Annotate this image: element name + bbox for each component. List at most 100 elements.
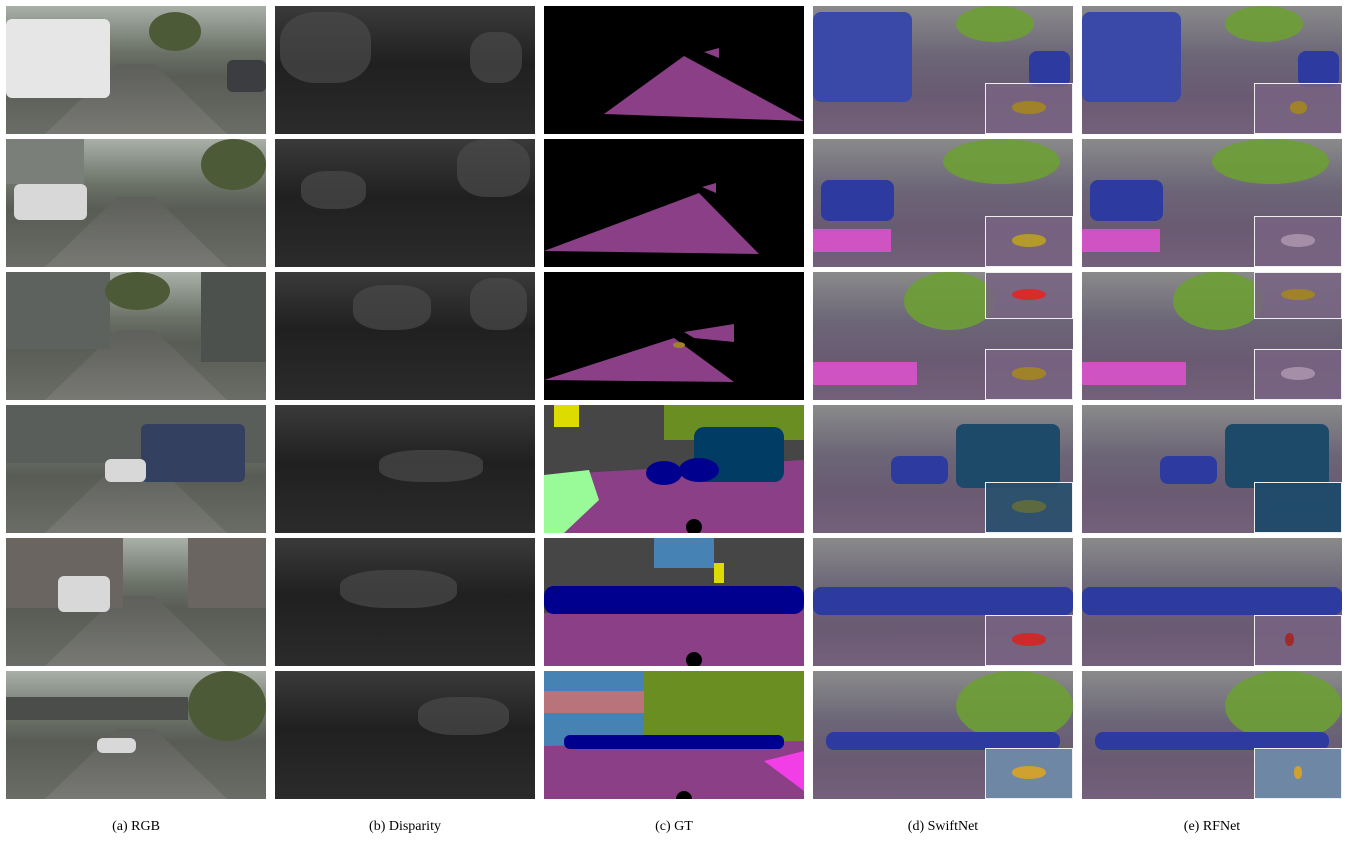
zoom-inset (985, 482, 1073, 533)
van (6, 18, 110, 99)
caption-disparity: (b) Disparity (369, 819, 441, 834)
gt-image-row6 (544, 671, 804, 799)
car (97, 737, 136, 753)
car-overlay (1095, 732, 1329, 751)
rfnet-image-row2 (1082, 139, 1342, 267)
car-overlay (1028, 50, 1071, 87)
swiftnet-image-row2 (813, 139, 1073, 267)
disparity-image-row6 (275, 671, 535, 799)
gt-image-row5 (544, 538, 804, 666)
caption-rgb: (a) RGB (112, 819, 160, 834)
gt-image-row2 (544, 139, 804, 267)
disparity-blob (379, 449, 483, 482)
swiftnet-image-row3 (813, 272, 1073, 400)
tree (149, 12, 201, 51)
sidewalk-overlay (813, 361, 917, 385)
rgb-image-row4 (6, 405, 266, 533)
van-overlay (813, 12, 912, 102)
sidewalk-overlay (1082, 228, 1160, 252)
vegetation-overlay (1225, 6, 1303, 42)
disparity-image-row5 (275, 538, 535, 666)
tree (201, 139, 266, 191)
rfnet-image-row3 (1082, 272, 1342, 400)
zoom-inset (985, 349, 1073, 400)
gt-image-row3 (544, 272, 804, 400)
disparity-blob (340, 570, 457, 609)
zoom-inset (985, 748, 1073, 799)
rgb-image-row6 (6, 671, 266, 799)
vegetation-overlay (904, 272, 995, 330)
zoom-inset (985, 216, 1073, 267)
building (6, 139, 84, 184)
car-overlay (891, 456, 949, 485)
rfnet-image-row1 (1082, 6, 1342, 134)
car-overlay (1089, 179, 1163, 221)
captions-row: (a) RGB (b) Disparity (c) GT (d) SwiftNe… (6, 816, 1341, 838)
swiftnet-image-row1 (813, 6, 1073, 134)
car-overlay (813, 586, 1073, 615)
car (104, 458, 147, 482)
disparity-image-row3 (275, 272, 535, 400)
rfnet-image-row5 (1082, 538, 1342, 666)
vegetation-overlay (1173, 272, 1264, 330)
zoom-inset (1254, 272, 1342, 319)
rfnet-image-row4 (1082, 405, 1342, 533)
bus-overlay (956, 424, 1060, 489)
car (58, 576, 110, 613)
disparity-blob (470, 278, 528, 330)
zoom-inset (985, 615, 1073, 666)
car-overlay (820, 179, 894, 221)
disparity-blob (353, 284, 431, 330)
car (227, 59, 266, 92)
disparity-image-row1 (275, 6, 535, 134)
zoom-inset (1254, 615, 1342, 666)
vegetation-overlay (943, 139, 1060, 184)
disparity-image-row4 (275, 405, 535, 533)
car-overlay (1160, 456, 1218, 485)
rgb-image-row3 (6, 272, 266, 400)
rgb-image-row1 (6, 6, 266, 134)
vegetation-overlay (956, 671, 1073, 742)
bus-overlay (1225, 424, 1329, 489)
gt-image-row4 (544, 405, 804, 533)
figure-grid (6, 6, 1342, 804)
disparity-blob (301, 171, 366, 210)
van-overlay (1082, 12, 1181, 102)
building (6, 272, 110, 349)
bridge (6, 696, 188, 720)
disparity-image-row2 (275, 139, 535, 267)
building (188, 538, 266, 609)
disparity-blob (280, 12, 372, 83)
zoom-inset (1254, 349, 1342, 400)
zoom-inset (1254, 748, 1342, 799)
car (13, 183, 87, 220)
tree (104, 272, 170, 311)
vegetation-overlay (1225, 671, 1342, 742)
zoom-inset (1254, 216, 1342, 267)
sidewalk-overlay (813, 228, 891, 252)
caption-swiftnet: (d) SwiftNet (907, 819, 979, 834)
car-overlay (1082, 586, 1342, 615)
sidewalk-overlay (1082, 361, 1186, 385)
zoom-inset (985, 83, 1073, 134)
swiftnet-image-row4 (813, 405, 1073, 533)
tree (188, 671, 266, 742)
swiftnet-image-row6 (813, 671, 1073, 799)
rgb-image-row5 (6, 538, 266, 666)
caption-rfnet: (e) RFNet (1183, 819, 1241, 834)
vegetation-overlay (956, 6, 1034, 42)
vegetation-overlay (1212, 139, 1329, 184)
rgb-image-row2 (6, 139, 266, 267)
disparity-blob (470, 31, 522, 83)
zoom-inset (1254, 482, 1342, 533)
gt-image-row1 (544, 6, 804, 134)
building (201, 272, 266, 362)
car-overlay (1297, 50, 1340, 87)
zoom-inset (1254, 83, 1342, 134)
car-overlay (826, 732, 1060, 751)
zoom-inset (985, 272, 1073, 319)
caption-gt: (c) GT (655, 819, 693, 834)
swiftnet-image-row5 (813, 538, 1073, 666)
rfnet-image-row6 (1082, 671, 1342, 799)
disparity-blob (457, 139, 530, 197)
